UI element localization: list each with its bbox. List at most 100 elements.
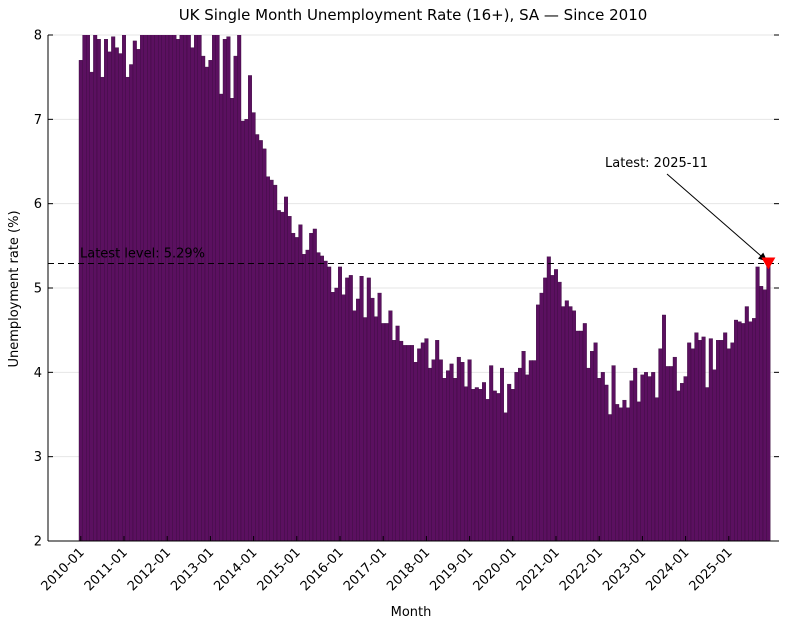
y-ticks: 2 3 4 5 6 7 8 xyxy=(34,29,779,550)
bar xyxy=(701,336,706,541)
bar xyxy=(269,179,274,541)
bar xyxy=(388,310,393,541)
bar xyxy=(575,330,580,541)
x-axis-label: Month xyxy=(391,605,432,620)
bar xyxy=(114,47,119,541)
bar xyxy=(564,300,569,541)
bar xyxy=(78,60,83,541)
bar xyxy=(737,321,742,541)
bar xyxy=(352,310,357,541)
y-axis-label: Unemployment rate (%) xyxy=(7,210,22,367)
bar xyxy=(348,275,353,541)
bar xyxy=(219,93,224,541)
bar xyxy=(291,232,296,541)
bar xyxy=(600,372,605,541)
bar xyxy=(384,323,389,541)
bar xyxy=(201,55,206,541)
bar xyxy=(356,298,361,541)
bar xyxy=(165,35,170,541)
bar xyxy=(161,35,166,541)
bar xyxy=(244,119,249,541)
bar xyxy=(543,277,548,541)
bar xyxy=(712,369,717,541)
bar xyxy=(464,386,469,541)
y-tick-label: 2 xyxy=(34,535,42,550)
bar xyxy=(593,342,598,541)
bar xyxy=(435,340,440,541)
bar xyxy=(431,359,436,541)
bar xyxy=(118,53,123,541)
bar xyxy=(100,76,105,541)
bar xyxy=(247,75,252,541)
bar xyxy=(546,256,551,541)
bar xyxy=(186,35,191,541)
bar xyxy=(478,389,483,541)
bar xyxy=(496,393,501,541)
bar xyxy=(85,35,90,541)
bar xyxy=(327,266,332,541)
bar xyxy=(424,338,429,541)
bar xyxy=(168,35,173,541)
bar xyxy=(280,211,285,541)
bar xyxy=(89,71,94,541)
bar xyxy=(147,35,152,541)
bar xyxy=(413,362,418,541)
bar xyxy=(561,306,566,541)
bar xyxy=(132,40,137,541)
bar xyxy=(154,35,159,541)
bar xyxy=(438,359,443,541)
bar xyxy=(762,289,767,541)
bar xyxy=(618,407,623,541)
y-tick-label: 3 xyxy=(34,450,42,465)
y-tick-label: 4 xyxy=(34,366,42,381)
bar xyxy=(341,294,346,541)
bar xyxy=(417,348,422,541)
bar xyxy=(622,399,627,541)
bar xyxy=(503,412,508,541)
bar xyxy=(428,367,433,541)
bar xyxy=(467,359,472,541)
bar xyxy=(734,319,739,541)
bar xyxy=(579,330,584,541)
bar xyxy=(237,35,242,541)
bar xyxy=(183,35,188,541)
bar xyxy=(410,345,415,541)
bar xyxy=(143,35,148,541)
bar xyxy=(572,310,577,541)
bar xyxy=(554,269,559,541)
bar xyxy=(442,378,447,541)
bar xyxy=(309,232,314,541)
bar xyxy=(255,134,260,541)
bar xyxy=(539,292,544,541)
bar xyxy=(568,306,573,541)
bar xyxy=(240,120,245,541)
bar xyxy=(694,332,699,541)
bar xyxy=(251,112,256,541)
bar xyxy=(604,384,609,541)
bar xyxy=(507,383,512,541)
bar xyxy=(96,39,101,541)
bar xyxy=(730,342,735,541)
bar xyxy=(654,397,659,541)
bar xyxy=(597,378,602,541)
bar xyxy=(449,363,454,541)
bar xyxy=(381,323,386,541)
bar xyxy=(626,407,631,541)
bar xyxy=(323,260,328,541)
bar xyxy=(175,39,180,541)
bar xyxy=(204,66,209,541)
bar xyxy=(716,340,721,541)
bar xyxy=(759,286,764,541)
bar xyxy=(359,275,364,541)
bars xyxy=(78,35,771,541)
bar xyxy=(345,277,350,541)
bar xyxy=(121,35,126,541)
bar xyxy=(665,366,670,541)
bar xyxy=(680,383,685,541)
bar xyxy=(719,340,724,541)
bar xyxy=(726,348,731,541)
bar xyxy=(320,255,325,541)
bar xyxy=(107,51,112,541)
bar xyxy=(215,35,220,541)
